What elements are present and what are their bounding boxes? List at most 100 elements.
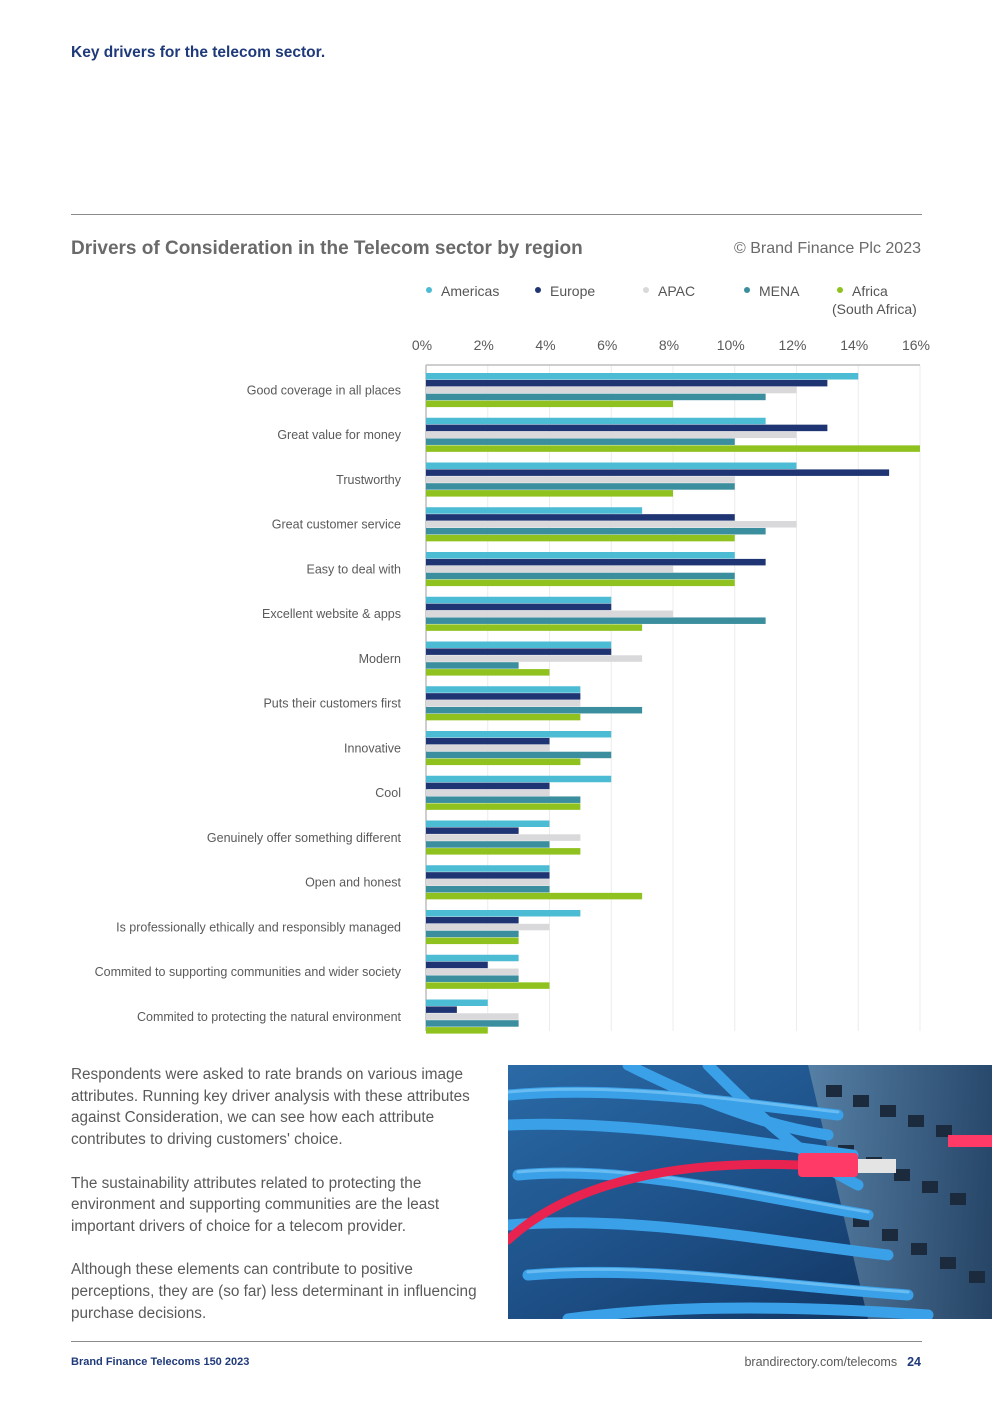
category-label: Trustworthy [336,473,402,487]
bar [426,789,550,797]
bar [426,700,581,707]
bar [426,937,519,945]
bar [426,386,797,394]
category-label: Great customer service [272,518,401,532]
bar [426,803,581,810]
bar [426,648,612,655]
legend-label-africa: Africa [852,283,888,299]
bar [426,521,797,528]
category-label: Modern [359,652,401,666]
paragraph-3: Although these elements can contribute t… [71,1261,477,1322]
bar [426,775,612,783]
category-label: Commited to protecting the natural envir… [137,1010,402,1024]
bar [426,596,612,604]
bar [426,693,581,700]
x-tick-label: 6% [597,337,617,353]
legend-item-africa: Africa (South Africa) [832,283,917,317]
paragraph-2: The sustainability attributes related to… [71,1174,440,1235]
x-tick-label: 2% [474,337,494,353]
bar [426,968,519,976]
bar [426,462,797,469]
bar [426,923,550,931]
bar-chart: 0% 2% 4% 6% 8% 10% 12% 14% 16% Good coverage in a… [95,337,930,1034]
bar [426,476,735,483]
bar [426,1027,488,1034]
bar [426,961,488,969]
legend-sublabel-africa: (South Africa) [832,301,917,317]
category-label: Great value for money [277,428,401,442]
bar [426,552,735,559]
legend-swatch-europe [535,287,541,294]
x-tick-label: 12% [778,337,806,353]
legend-label-americas: Americas [441,283,500,299]
bar [426,892,643,900]
bar [426,417,766,425]
network-cables-photo [508,1065,992,1319]
x-tick-label: 14% [840,337,868,353]
x-tick-label: 10% [717,337,745,353]
bar [426,744,550,752]
bar [426,737,550,745]
bar [426,469,890,476]
bar [426,669,550,676]
bar [426,872,550,879]
bar [426,827,519,834]
legend-item-mena: MENA [744,283,799,299]
bar [426,879,550,886]
bar [426,713,581,721]
bar [426,865,550,872]
category-label: Excellent website & apps [262,607,401,621]
bar [426,431,797,439]
bar [426,758,581,766]
category-label: Commited to supporting communities and w… [95,965,402,979]
bar [426,438,735,445]
body-text: Respondents were asked to rate brands on… [71,1064,491,1346]
bar [426,782,550,790]
bar [426,885,550,893]
legend-swatch-africa [837,287,843,294]
bar [426,686,581,693]
page-number: 24 [907,1355,921,1369]
bar [426,379,828,387]
bar [426,954,519,962]
bar [426,514,735,521]
legend-label-apac: APAC [658,283,696,299]
footer-right: brandirectory.com/telecoms 24 [744,1355,921,1369]
x-tick-label: 16% [902,337,930,353]
copyright-note: © Brand Finance Plc 2023 [733,240,921,257]
bar [426,579,735,587]
bar [426,999,488,1006]
bar [426,706,643,714]
x-tick-label: 4% [535,337,555,353]
bar [426,751,612,759]
legend-label-europe: Europe [550,283,596,299]
bar [426,982,550,989]
bar [426,558,766,566]
bar [426,1013,519,1020]
bar [426,731,612,738]
bar [426,400,673,408]
bar [426,834,581,841]
bar [426,483,735,490]
footer-url[interactable]: brandirectory.com/telecoms [744,1355,898,1369]
x-tick-label: 8% [659,337,679,353]
footer-publication: Brand Finance Telecoms 150 2023 [71,1356,250,1368]
bar [426,916,519,924]
bar [426,1006,457,1013]
bar [426,603,612,611]
bar [426,373,859,380]
bar [426,534,735,542]
bar [426,610,673,618]
section-title: Key drivers for the telecom sector. [71,44,326,61]
legend-item-apac: APAC [643,283,695,299]
legend-label-mena: MENA [759,283,800,299]
chart-title: Drivers of Consideration in the Telecom … [71,238,583,259]
category-label: Innovative [344,741,401,755]
bar [426,641,612,648]
bar [426,445,920,452]
bar [426,841,550,848]
bar [426,975,519,982]
category-label: Puts their customers first [263,697,401,711]
bar [426,527,766,535]
bar [426,820,550,827]
